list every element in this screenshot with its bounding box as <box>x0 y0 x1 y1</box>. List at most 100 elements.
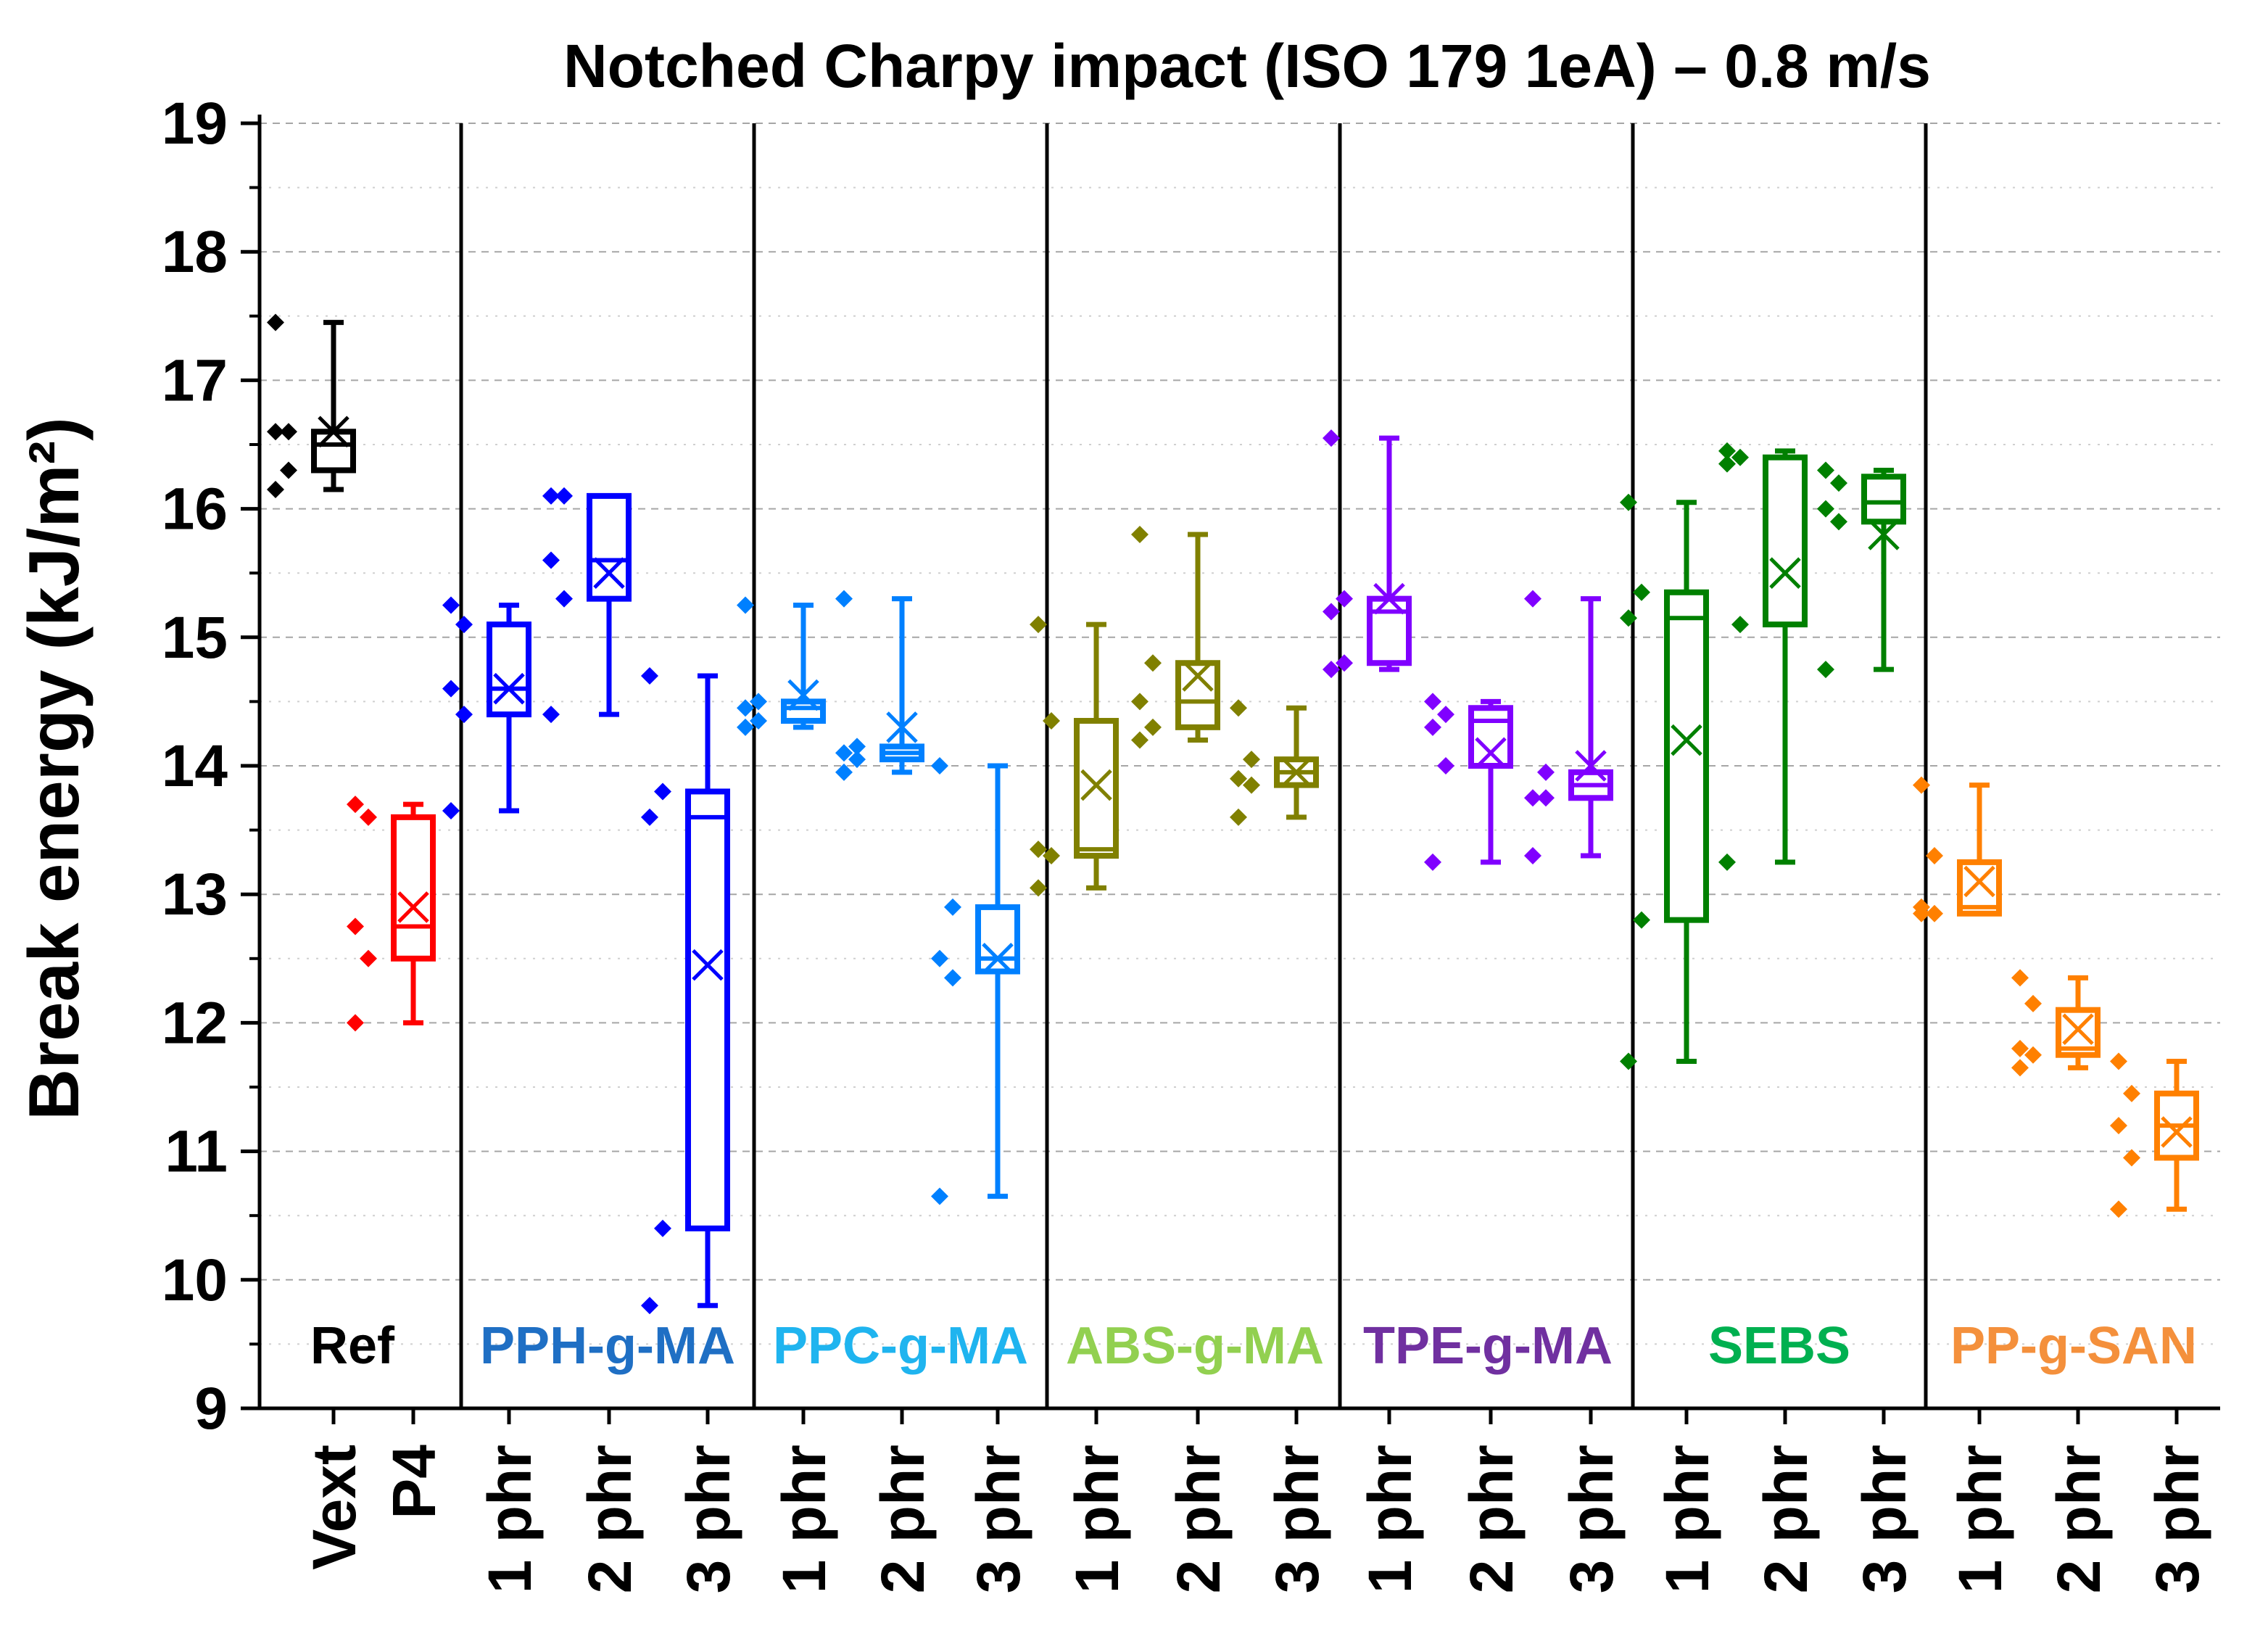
data-point <box>1913 904 1930 922</box>
box-series-7 <box>835 590 924 781</box>
data-point <box>737 596 754 614</box>
box-series-10 <box>1131 526 1220 749</box>
data-point <box>1030 616 1047 634</box>
data-point <box>1537 789 1555 807</box>
x-tick-label-4: 2 phr <box>576 1445 644 1593</box>
data-point <box>267 313 284 331</box>
mean-marker <box>886 711 918 743</box>
data-point <box>360 808 377 826</box>
data-point <box>1131 693 1149 711</box>
x-tick-label-11: 3 phr <box>1263 1445 1331 1593</box>
data-point <box>1620 1052 1637 1070</box>
data-point <box>931 949 948 967</box>
iqr-box <box>587 492 632 602</box>
x-tick-label-15: 1 phr <box>1653 1445 1721 1593</box>
data-point <box>2110 1052 2127 1070</box>
iqr-box <box>1763 454 1808 628</box>
data-point <box>2011 969 2029 987</box>
data-point <box>931 1187 948 1205</box>
data-point <box>654 1219 671 1237</box>
data-point <box>1731 616 1749 634</box>
data-point <box>1030 841 1047 859</box>
data-point <box>1926 847 1943 865</box>
box-series-2 <box>347 796 436 1032</box>
data-point <box>1043 847 1060 865</box>
data-point <box>1633 583 1650 601</box>
x-tick-label-6: 1 phr <box>770 1445 838 1593</box>
data-point <box>944 898 961 916</box>
mean-marker <box>1475 737 1507 769</box>
data-point <box>654 782 671 801</box>
box-series-4 <box>542 487 632 724</box>
data-point <box>1043 711 1060 730</box>
mean-marker <box>1080 769 1112 801</box>
group-label-ref: Ref <box>310 1317 395 1375</box>
data-point <box>1524 590 1541 608</box>
data-point <box>931 757 948 775</box>
x-tick-label-7: 2 phr <box>869 1445 937 1593</box>
data-point <box>835 763 853 781</box>
data-point <box>1633 911 1650 929</box>
data-point <box>267 481 284 499</box>
data-point <box>1620 493 1637 511</box>
x-tick-label-3: 1 phr <box>476 1445 544 1593</box>
data-point <box>2024 1046 2042 1064</box>
data-point <box>1144 654 1162 672</box>
group-label-pph-g-ma: PPH-g-MA <box>480 1317 735 1375</box>
data-point <box>360 949 377 967</box>
box-series-20 <box>2110 1052 2199 1218</box>
box-series-12 <box>1323 429 1412 679</box>
box-series-16 <box>1718 442 1808 871</box>
iqr-box <box>1367 595 1412 666</box>
data-point <box>1424 693 1441 711</box>
data-point <box>750 711 767 730</box>
mean-marker <box>493 672 525 705</box>
box-series <box>267 313 2199 1315</box>
iqr-box <box>685 788 730 1231</box>
axes: 9 10 11 12 13 14 15 16 17 18 19 <box>162 91 2220 1442</box>
data-point <box>1913 776 1930 794</box>
group-label-abs-g-ma: ABS-g-MA <box>1066 1317 1324 1375</box>
data-point <box>1323 603 1340 621</box>
data-point <box>1230 699 1247 717</box>
mean-marker <box>982 943 1014 975</box>
box-series-13 <box>1424 693 1513 871</box>
data-point <box>1230 808 1247 826</box>
data-point <box>1323 661 1340 679</box>
data-point <box>1537 763 1555 781</box>
data-point <box>1243 776 1260 794</box>
box-series-17 <box>1817 461 1906 679</box>
data-point <box>542 706 560 724</box>
mean-marker <box>2062 1013 2094 1046</box>
x-tick-label-13: 2 phr <box>1457 1445 1526 1593</box>
data-point <box>1336 654 1353 672</box>
data-point <box>2110 1117 2127 1135</box>
data-point <box>442 802 460 820</box>
x-tick-label-19: 2 phr <box>2045 1445 2113 1593</box>
iqr-box <box>781 698 826 724</box>
x-tick-label-12: 1 phr <box>1356 1445 1424 1593</box>
data-point <box>280 423 297 441</box>
x-tick-label-18: 1 phr <box>1946 1445 2014 1593</box>
data-point <box>555 590 573 608</box>
data-point <box>555 487 573 505</box>
y-tick-label-9: 9 <box>194 1376 228 1442</box>
data-point <box>455 706 473 724</box>
iqr-box <box>1175 660 1220 730</box>
data-point <box>267 423 284 441</box>
data-point <box>1424 853 1441 871</box>
data-point <box>347 796 364 814</box>
iqr-box <box>1468 705 1513 769</box>
data-point <box>1030 879 1047 897</box>
y-axis-label: Break energy (kJ/m²) <box>14 417 94 1120</box>
data-point <box>280 461 297 479</box>
box-series-8 <box>931 757 1020 1205</box>
mean-marker <box>1182 660 1214 692</box>
data-point <box>835 590 853 608</box>
box-series-18 <box>1913 776 2002 922</box>
mean-marker <box>1671 724 1702 756</box>
box-series-3 <box>442 596 531 820</box>
data-point <box>1144 718 1162 736</box>
data-point <box>1243 751 1260 769</box>
data-point <box>2011 1039 2029 1057</box>
